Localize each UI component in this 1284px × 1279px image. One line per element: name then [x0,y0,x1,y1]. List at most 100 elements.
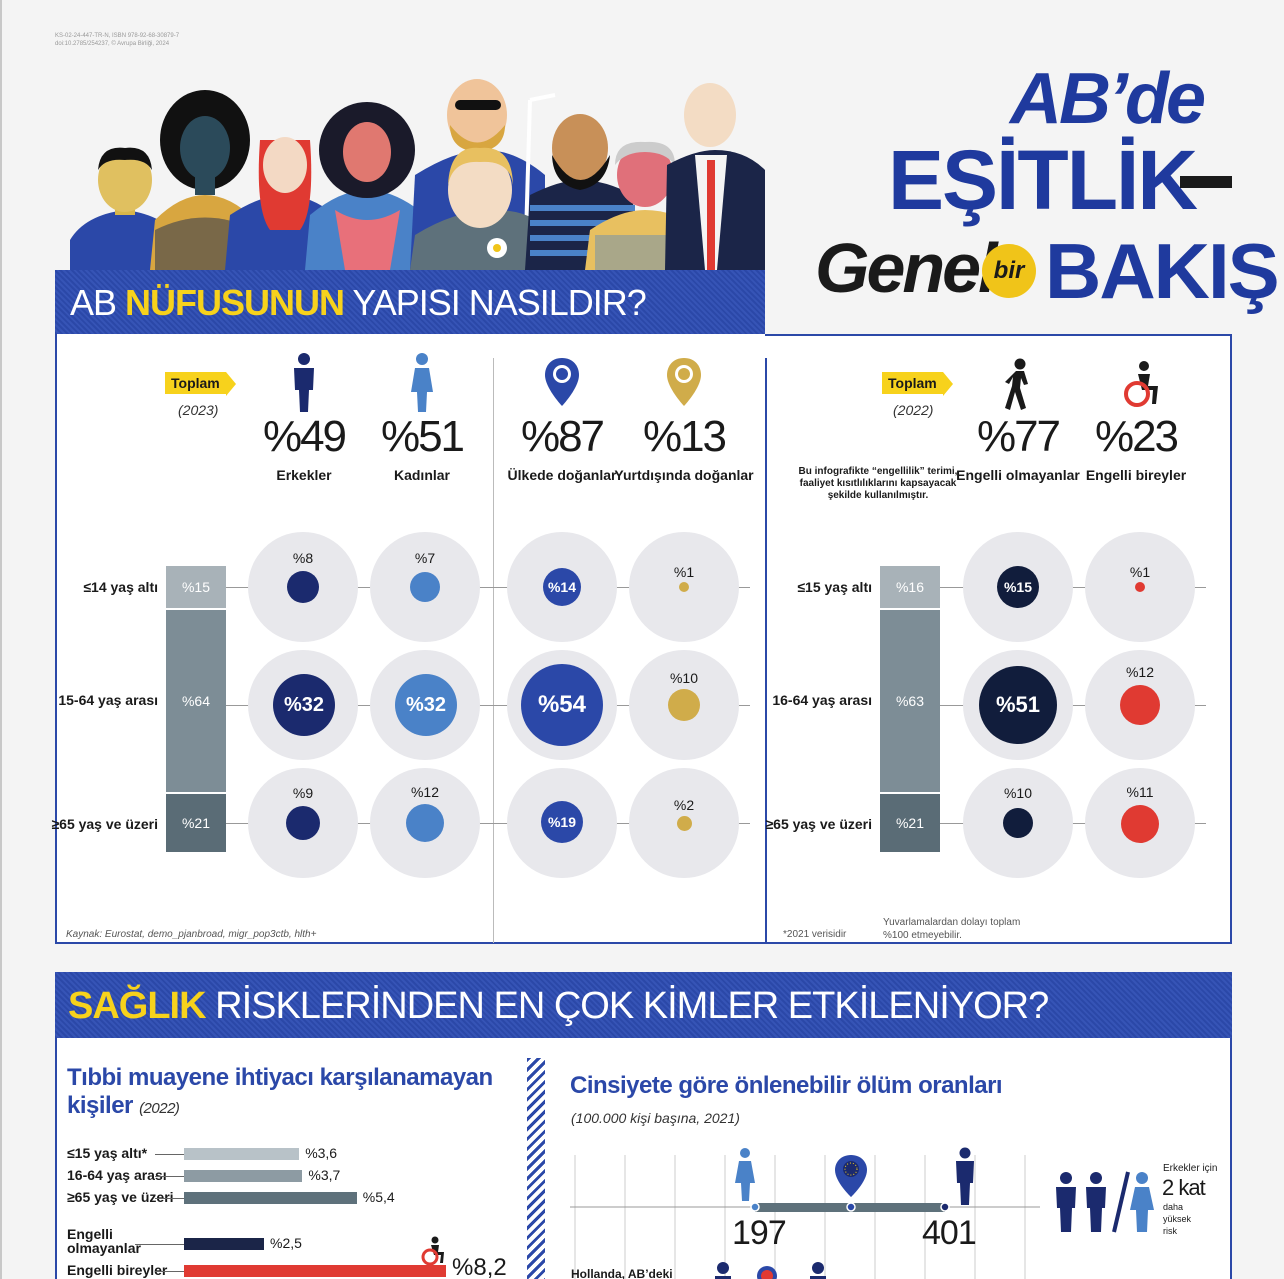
value-label: %12 [410,784,440,800]
bar-label: ≥65 yaş ve üzeri [67,1189,174,1205]
value-label: %10 [1003,785,1033,801]
unmet-needs-title: Tıbbi muayene ihtiyacı karşılanamayan kiş… [67,1064,493,1119]
value-label: %11 [1126,784,1154,800]
foreign-label: Yurtdışında doğanlar [614,467,754,483]
value-label: %10 [669,670,699,686]
ratio-icons [1056,1171,1154,1233]
bubble-women-young [410,572,440,602]
disabled-total: %23 [1094,412,1179,461]
source-text: Kaynak: Eurostat, demo_pjanbroad, migr_p… [66,929,317,940]
bar-value: %2,5 [270,1235,302,1251]
location-pin-icon [835,1155,867,1197]
woman-icon [1130,1172,1154,1232]
stack-middle: %64 [166,610,226,792]
foreign-total: %13 [642,412,727,461]
total-tag: Toplam [165,372,236,396]
row-label-middle: 15-64 yaş arası [58,692,158,708]
page-border [0,0,2,1279]
value-label: %1 [673,564,695,580]
bubble-native-old: %19 [541,801,583,843]
avoidable-mortality-title: Cinsiyete göre önlenebilir ölüm oranları [570,1072,1003,1099]
women-total: %51 [380,412,465,461]
value-label: %2 [673,797,695,813]
location-pin-icon [757,1266,777,1279]
man-icon [1056,1172,1076,1232]
row-label-young: ≤15 yaş altı [797,579,872,595]
bar-label: Engelli olmayanlar [67,1226,141,1256]
women-label: Kadınlar [393,467,450,483]
isbn-text: KS-02-24-447-TR-N, ISBN 978-92-68-30879-… [55,33,180,47]
total-tag: Toplam [882,372,953,396]
netherlands-label: Hollanda, AB’deki [571,1267,673,1279]
row-label-old: ≥65 yaş ve üzeri [51,816,158,832]
bubble-women-middle: %32 [395,674,457,736]
value-label: %7 [414,550,436,566]
section1-heading: AB NÜFUSUNUN YAPISI NASILDIR? [70,282,647,323]
bar-label: Engelli bireyler [67,1262,168,1278]
bubble-women-old [406,804,444,842]
section2-heading: SAĞLIK RİSKLERİNDEN EN ÇOK KİMLER ETKİLE… [68,985,1049,1027]
location-pin-icon [667,358,701,406]
value-label: %12 [1125,664,1155,680]
bubble-nondisabled-young: %15 [997,566,1039,608]
total-year: (2022) [893,402,934,418]
bar-connector [155,1198,184,1199]
people-illustration [70,79,765,271]
man-icon [1086,1172,1106,1232]
row-line [940,705,1206,706]
men-total: %49 [262,412,347,461]
native-label: Ülkede doğanlar [507,467,617,483]
value-label: %9 [292,785,314,801]
title-line3-genel: Genel [815,229,998,307]
woman-icon [411,353,433,412]
row-line [940,587,1206,588]
bubble-disabled-middle [1120,685,1160,725]
value-label: %1 [1129,564,1151,580]
bubble-foreign-young [679,582,689,592]
walking-person-icon [1005,358,1028,410]
women-rate: 197 [732,1214,787,1252]
value-label: %8 [292,550,314,566]
title-line3-bir-badge: bir [982,244,1036,298]
rounding-note: Yuvarlamalardan dolayı toplam %100 etmey… [883,917,1021,941]
bubble-foreign-middle [668,689,700,721]
bubble-men-old [286,806,320,840]
avoidable-mortality-subtitle: (100.000 kişi başına, 2021) [571,1110,740,1126]
man-icon [956,1147,974,1205]
section1-banner [55,270,765,334]
title-dash [1180,176,1232,188]
divider [765,358,767,943]
panel-top-border [765,334,1232,336]
disabled-label: Engelli bireyler [1085,467,1187,483]
non-disabled-total: %77 [976,412,1061,461]
bar-label: ≤15 yaş altı* [67,1145,148,1161]
bubble-nondisabled-middle: %51 [979,666,1057,744]
bar [184,1148,300,1160]
stack-old: %21 [880,794,940,852]
bar-value: %3,7 [308,1167,341,1183]
bar-value: %5,4 [362,1189,395,1205]
row-line [226,587,750,588]
stack-young: %16 [880,566,940,608]
total-year: (2023) [178,402,219,418]
stack-middle: %63 [880,610,940,792]
bar-connector [155,1271,184,1272]
title-line3-bakis: BAKIŞ [1045,227,1280,315]
row-label-young: ≤14 yaş altı [83,579,158,595]
bar [184,1192,357,1204]
wheelchair-icon [421,1236,444,1266]
bar [184,1170,303,1182]
bubble-men-young [287,571,319,603]
bar [184,1238,264,1250]
title-line1: AB’de [1010,59,1206,139]
bar [184,1265,447,1277]
bubble-men-middle: %32 [273,674,335,736]
bubble-nondisabled-old [1003,808,1033,838]
footnote: *2021 verisidir [783,929,847,940]
bubble-foreign-old [677,816,692,831]
ratio-text-c: daha yüksek risk [1163,1202,1192,1236]
row-label-middle: 16-64 yaş arası [772,692,872,708]
wheelchair-icon [1124,361,1158,407]
row-line [226,823,750,824]
bar-connector [155,1154,184,1155]
